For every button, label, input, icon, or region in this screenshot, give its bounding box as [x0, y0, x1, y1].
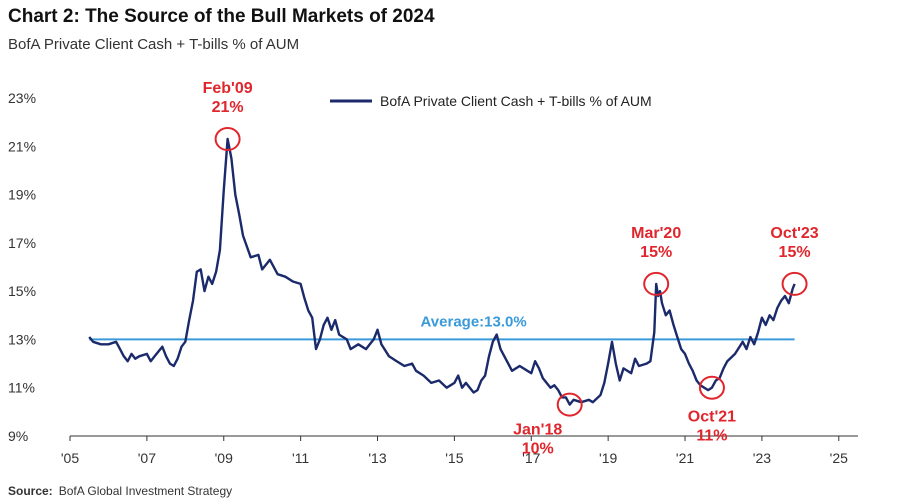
legend-label: BofA Private Client Cash + T-bills % of …	[380, 93, 652, 109]
y-tick-label: 13%	[8, 331, 36, 347]
average-label: Average:13.0%	[421, 313, 527, 330]
annotation-circle	[214, 127, 241, 152]
chart-title: Chart 2: The Source of the Bull Markets …	[8, 6, 435, 27]
x-tick-label: '09	[215, 450, 233, 466]
y-tick-label: 9%	[8, 428, 28, 444]
x-axis-ticks: '05 '07 '09 '11 '13 '15 '17 '19 '21 '23 '25	[61, 436, 848, 466]
annotation-circle	[698, 375, 725, 400]
annotations-group: Feb'09 21% Jan'18 10% Mar'20 15% Oct'21 11% Oct'…	[203, 80, 819, 458]
annotation-date: Mar'20	[631, 225, 681, 242]
y-tick-label: 21%	[8, 138, 36, 154]
x-tick-label: '17	[522, 450, 540, 466]
x-tick-label: '13	[368, 450, 386, 466]
y-tick-label: 17%	[8, 235, 36, 251]
x-tick-label: '15	[445, 450, 463, 466]
annotation-date: Oct'23	[770, 225, 818, 242]
annotation-value: 15%	[779, 244, 811, 261]
annotation-circle	[781, 271, 808, 296]
source-text: BofA Global Investment Strategy	[58, 484, 233, 498]
series-line	[88, 137, 796, 406]
annotation-circle	[643, 271, 670, 296]
annotation-value: 15%	[640, 244, 672, 261]
annotation-value: 10%	[522, 441, 554, 458]
annotation-date: Oct'21	[688, 409, 736, 426]
source-label: Source:	[8, 484, 53, 498]
legend: BofA Private Client Cash + T-bills % of …	[330, 93, 652, 109]
x-tick-label: '23	[753, 450, 771, 466]
annotation-date: Jan'18	[513, 422, 562, 439]
line-chart: 9%11%13%15%17%19%21%23% '05'07'09'11'13 '…	[8, 80, 858, 466]
x-tick-label: '05	[61, 450, 79, 466]
chart-subtitle: BofA Private Client Cash + T-bills % of …	[8, 36, 300, 53]
y-tick-label: 15%	[8, 283, 36, 299]
x-tick-label: '07	[138, 450, 156, 466]
average-line-group: Average:13.0%	[89, 313, 795, 341]
annotation-value: 11%	[696, 428, 727, 445]
x-tick-label: '21	[676, 450, 694, 466]
x-tick-label: '19	[599, 450, 617, 466]
annotation-date: Feb'09	[203, 80, 253, 97]
y-tick-label: 19%	[8, 187, 36, 203]
x-tick-label: '25	[830, 450, 848, 466]
y-tick-label: 23%	[8, 90, 36, 106]
series-group	[88, 137, 796, 406]
y-tick-label: 11%	[8, 380, 35, 396]
annotation-value: 21%	[212, 99, 244, 116]
annotation-circle	[556, 392, 583, 417]
source-note: Source: BofA Global Investment Strategy	[8, 484, 232, 498]
x-tick-label: '11	[292, 450, 309, 466]
y-axis-ticks: 9% 11% 13% 15% 17% 19% 21% 23%	[8, 90, 36, 444]
